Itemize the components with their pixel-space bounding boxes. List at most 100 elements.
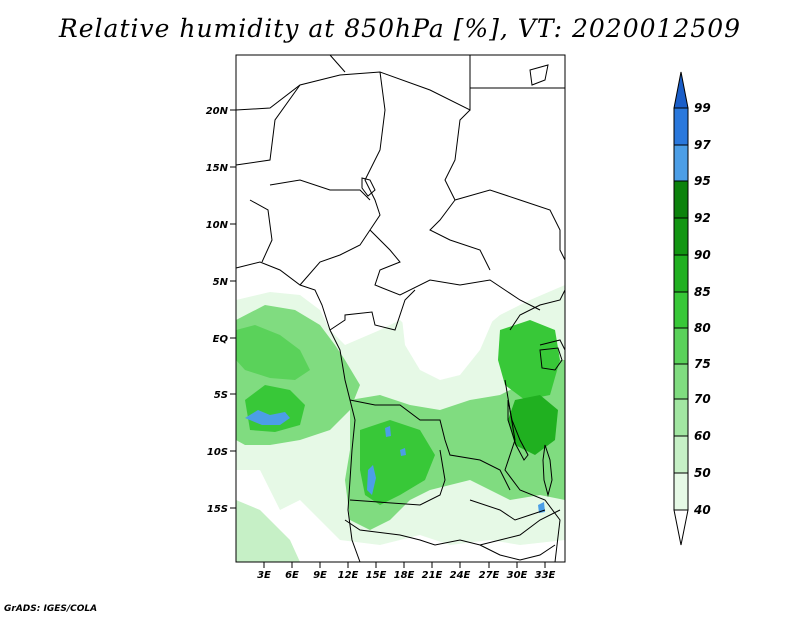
colorbar-labels: 40 50 60 70 75 80 85 90 92 95 97 99 <box>693 101 711 517</box>
y-label-20n: 20N <box>206 106 229 117</box>
x-tick-18e: 18E <box>394 562 415 581</box>
y-label-5s: 5S <box>214 390 228 401</box>
x-tick-12e: 12E <box>338 562 359 581</box>
colorbar-bottom-triangle <box>673 509 689 546</box>
rh-region-light-sw <box>236 500 300 562</box>
x-tick-9e: 9E <box>313 562 327 581</box>
y-label-10n: 10N <box>206 220 229 231</box>
colorbar-label-99: 99 <box>694 101 711 115</box>
colorbar-label-60: 60 <box>694 429 711 443</box>
x-label-12e: 12E <box>338 570 359 581</box>
border-angola-south <box>344 509 561 546</box>
colorbar-label-97: 97 <box>694 138 711 152</box>
colorbar-seg-95-97 <box>673 144 689 182</box>
y-label-10s: 10S <box>207 447 228 458</box>
map-title: Relative humidity at 850hPa [%], VT: 202… <box>58 14 742 43</box>
border-sudan-east <box>454 189 566 261</box>
rh-dry-region <box>400 290 495 380</box>
x-tick-24e: 24E <box>450 562 471 581</box>
colorbar-label-92: 92 <box>694 211 711 225</box>
rh-saturated-patch-1 <box>245 410 290 425</box>
country-borders <box>235 54 566 563</box>
x-label-27e: 27E <box>479 570 500 581</box>
border-north <box>235 55 471 111</box>
border-west-states <box>249 199 273 263</box>
rh-saturated-patch-2 <box>367 465 376 495</box>
coastline-west-africa <box>235 261 361 563</box>
x-label-33e: 33E <box>535 570 556 581</box>
x-tick-27e: 27E <box>479 562 500 581</box>
border-car <box>369 229 541 311</box>
border-zambia <box>469 499 546 521</box>
x-label-18e: 18E <box>394 570 415 581</box>
x-tick-33e: 33E <box>535 562 556 581</box>
border-chad-sudan <box>429 109 491 271</box>
y-tick-eq: EQ <box>213 334 236 345</box>
border-sahel <box>235 84 301 166</box>
colorbar-seg-80-85 <box>673 291 689 329</box>
y-label-eq: EQ <box>213 334 229 345</box>
x-label-6e: 6E <box>285 570 299 581</box>
colorbar-seg-75-80 <box>673 327 689 365</box>
border-east-lakes <box>509 289 566 331</box>
y-tick-20n: 20N <box>206 106 236 117</box>
border-angola <box>349 449 446 506</box>
x-tick-21e: 21E <box>422 562 443 581</box>
colorbar-top-triangle <box>673 71 689 109</box>
border-zimbabwe <box>479 544 556 561</box>
x-label-21e: 21E <box>422 570 443 581</box>
colorbar-label-50: 50 <box>694 466 711 480</box>
colorbar-label-95: 95 <box>694 174 711 188</box>
colorbar-label-40: 40 <box>693 503 711 517</box>
colorbar-seg-50-60 <box>673 435 689 474</box>
y-tick-5s: 5S <box>214 390 236 401</box>
border-drc-south <box>349 399 511 491</box>
lake-chad <box>361 177 376 197</box>
border-north-2 <box>329 54 346 73</box>
x-tick-30e: 30E <box>507 562 528 581</box>
colorbar-seg-60-70 <box>673 398 689 437</box>
map-figure: 20N 15N 10N 5N EQ 5S <box>206 54 711 581</box>
colorbar-label-75: 75 <box>694 357 711 371</box>
rh-region-strong-3 <box>498 320 560 400</box>
colorbar-seg-92-95 <box>673 180 689 219</box>
colorbar-seg-90-92 <box>673 217 689 256</box>
x-label-24e: 24E <box>450 570 471 581</box>
lake-tanganyika <box>507 399 529 461</box>
y-tick-15n: 15N <box>206 163 236 174</box>
colorbar-label-80: 80 <box>694 321 711 335</box>
x-label-9e: 9E <box>313 570 327 581</box>
rh-region-strong-5 <box>236 325 310 380</box>
border-nigeria <box>269 179 371 201</box>
island-1 <box>529 64 549 86</box>
grads-credit: GrADS: IGES/COLA <box>4 604 98 614</box>
x-label-30e: 30E <box>507 570 528 581</box>
rh-region-strong-2 <box>360 420 435 505</box>
border-niger-chad <box>299 71 386 286</box>
colorbar-seg-40-50 <box>673 472 689 511</box>
y-label-15n: 15N <box>206 163 229 174</box>
map-frame <box>235 54 566 563</box>
colorbar-label-90: 90 <box>694 248 711 262</box>
rh-saturated-patch-3 <box>385 426 391 437</box>
y-label-15s: 15S <box>207 504 228 515</box>
y-tick-10s: 10S <box>207 447 236 458</box>
y-label-5n: 5N <box>213 277 229 288</box>
map-panel: 20N 15N 10N 5N EQ 5S <box>206 54 566 581</box>
y-axis: 20N 15N 10N 5N EQ 5S <box>206 106 236 515</box>
y-tick-10n: 10N <box>206 220 236 231</box>
colorbar-label-85: 85 <box>694 285 711 299</box>
border-kenya <box>539 339 566 351</box>
colorbar-seg-70-75 <box>673 363 689 400</box>
colorbar <box>673 71 689 546</box>
x-axis: 3E 6E 9E 12E 15E 18E <box>257 562 556 581</box>
x-tick-6e: 6E <box>285 562 299 581</box>
colorbar-label-70: 70 <box>694 392 711 406</box>
colorbar-seg-97-99 <box>673 107 689 146</box>
colorbar-seg-85-90 <box>673 254 689 293</box>
x-label-3e: 3E <box>257 570 271 581</box>
rh-saturated-patch-5 <box>400 448 406 456</box>
humidity-field <box>236 285 565 562</box>
lake-malawi <box>542 444 553 497</box>
x-label-15e: 15E <box>366 570 387 581</box>
